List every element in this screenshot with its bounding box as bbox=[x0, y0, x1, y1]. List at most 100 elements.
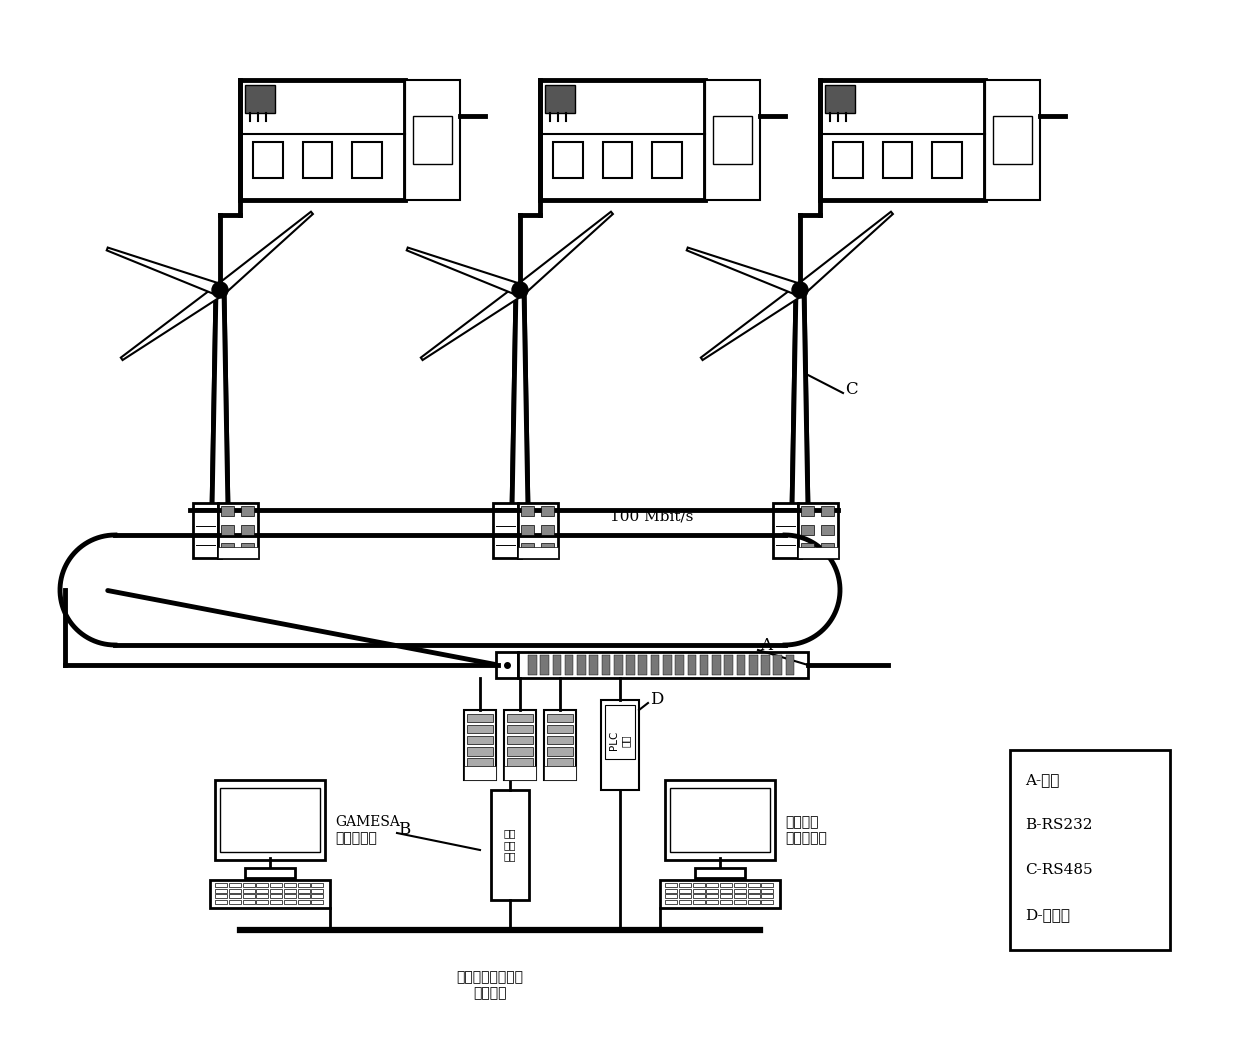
Bar bbox=[665, 894, 677, 898]
Bar bbox=[352, 142, 382, 178]
Bar bbox=[712, 656, 720, 675]
Bar bbox=[589, 656, 598, 675]
Bar bbox=[663, 656, 672, 675]
Bar bbox=[270, 889, 283, 893]
Bar bbox=[724, 656, 733, 675]
Bar bbox=[720, 883, 733, 887]
Bar bbox=[494, 503, 518, 557]
Bar bbox=[528, 656, 537, 675]
Bar bbox=[270, 899, 283, 904]
Bar bbox=[241, 524, 254, 535]
Bar bbox=[284, 889, 296, 893]
Text: GAMESA
风机监控台: GAMESA 风机监控台 bbox=[335, 814, 399, 845]
Text: B: B bbox=[398, 822, 410, 839]
Bar bbox=[507, 724, 533, 733]
Bar bbox=[193, 503, 218, 557]
Bar bbox=[228, 894, 241, 898]
Bar bbox=[246, 868, 295, 878]
Bar bbox=[257, 894, 269, 898]
Bar bbox=[284, 899, 296, 904]
Bar bbox=[311, 894, 324, 898]
Bar bbox=[539, 80, 706, 200]
Bar bbox=[210, 880, 330, 908]
Bar bbox=[821, 524, 835, 535]
Bar bbox=[284, 894, 296, 898]
Bar bbox=[660, 880, 780, 908]
Text: 风机安全
防护监控台: 风机安全 防护监控台 bbox=[785, 814, 827, 845]
Bar bbox=[993, 116, 1032, 164]
Bar bbox=[467, 714, 494, 722]
Bar bbox=[547, 714, 573, 722]
Bar bbox=[518, 503, 558, 557]
Bar bbox=[801, 543, 813, 553]
Bar bbox=[257, 889, 269, 893]
Polygon shape bbox=[516, 212, 613, 294]
Bar bbox=[467, 736, 494, 744]
Bar bbox=[883, 142, 913, 178]
Bar bbox=[241, 506, 254, 516]
Bar bbox=[228, 899, 241, 904]
Bar bbox=[665, 780, 775, 860]
Bar bbox=[651, 656, 660, 675]
Bar bbox=[1011, 750, 1171, 950]
Bar bbox=[665, 899, 677, 904]
Bar bbox=[541, 524, 554, 535]
Bar bbox=[541, 543, 554, 553]
Bar bbox=[298, 894, 310, 898]
Bar bbox=[670, 788, 770, 852]
Bar bbox=[652, 142, 682, 178]
Bar bbox=[413, 116, 453, 164]
Bar bbox=[748, 889, 760, 893]
Bar bbox=[298, 899, 310, 904]
Bar bbox=[564, 656, 573, 675]
Polygon shape bbox=[420, 285, 523, 360]
Bar bbox=[707, 883, 718, 887]
Bar bbox=[707, 889, 718, 893]
Bar bbox=[694, 868, 745, 878]
Bar bbox=[541, 506, 554, 516]
Bar bbox=[547, 736, 573, 744]
Bar bbox=[311, 889, 324, 893]
Bar bbox=[692, 883, 704, 887]
Bar bbox=[734, 899, 746, 904]
Bar bbox=[985, 80, 1040, 200]
Bar bbox=[303, 142, 332, 178]
Bar bbox=[221, 524, 234, 535]
Bar bbox=[228, 889, 241, 893]
Bar bbox=[243, 899, 254, 904]
Bar bbox=[219, 788, 320, 852]
Bar bbox=[467, 758, 494, 767]
Bar bbox=[821, 543, 835, 553]
Bar bbox=[692, 894, 704, 898]
Bar bbox=[521, 543, 534, 553]
Bar bbox=[720, 899, 733, 904]
Bar bbox=[687, 656, 696, 675]
Bar bbox=[547, 758, 573, 767]
Polygon shape bbox=[701, 285, 804, 360]
Bar bbox=[507, 736, 533, 744]
Bar bbox=[547, 724, 573, 733]
Polygon shape bbox=[512, 290, 528, 510]
Bar bbox=[491, 790, 529, 900]
Bar bbox=[734, 889, 746, 893]
Bar bbox=[821, 506, 835, 516]
Bar bbox=[507, 747, 533, 755]
Bar bbox=[707, 894, 718, 898]
Bar bbox=[801, 524, 813, 535]
Bar bbox=[761, 894, 774, 898]
Bar bbox=[749, 656, 758, 675]
Bar bbox=[833, 142, 863, 178]
Bar bbox=[676, 656, 684, 675]
Polygon shape bbox=[407, 248, 522, 295]
Bar bbox=[761, 883, 774, 887]
Bar bbox=[603, 142, 632, 178]
Bar bbox=[706, 80, 760, 200]
Bar bbox=[737, 656, 745, 675]
Bar bbox=[577, 656, 585, 675]
Bar bbox=[748, 883, 760, 887]
Bar bbox=[503, 710, 536, 780]
Bar bbox=[464, 766, 496, 780]
Bar bbox=[553, 142, 583, 178]
Bar bbox=[215, 889, 227, 893]
Bar bbox=[665, 889, 677, 893]
